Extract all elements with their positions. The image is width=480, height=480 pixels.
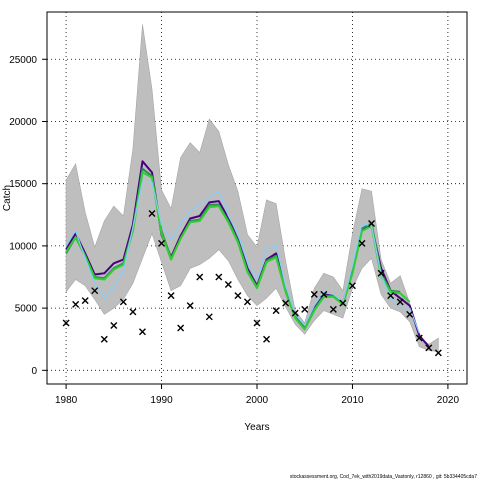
observed-catch-point — [177, 324, 185, 332]
observed-catch-point — [158, 239, 166, 247]
observed-catch-point — [243, 298, 251, 306]
observed-catch-point — [368, 220, 376, 227]
x-tick-label: 1980 — [55, 395, 78, 406]
observed-catch-point — [253, 319, 261, 327]
observed-catch-point — [100, 335, 108, 343]
observed-catch-point — [72, 300, 80, 308]
y-axis-title: Catch — [2, 185, 13, 211]
observed-catch-point — [329, 305, 337, 313]
x-tick-label: 1990 — [150, 395, 173, 406]
observed-catch-point — [272, 307, 280, 315]
y-tick-label: 0 — [31, 366, 37, 377]
observed-catch-point — [282, 299, 290, 307]
observed-catch-point — [62, 319, 70, 327]
y-axis: 0 5000 10000 15000 20000 25000 — [9, 55, 47, 377]
observed-catch-point — [91, 287, 99, 295]
observed-catch-point — [434, 349, 442, 357]
observed-catch-point — [186, 302, 194, 310]
x-tick-label: 2020 — [437, 395, 460, 406]
observed-catch-point — [396, 298, 404, 306]
observed-catch-point — [167, 292, 175, 300]
observed-catch-point — [148, 210, 156, 218]
footnote: stockassessment.org, Cod_7ek_with2019dat… — [290, 474, 477, 480]
observed-catch-point — [425, 344, 433, 352]
observed-catch-point — [196, 273, 204, 281]
observed-catch-point — [387, 292, 395, 300]
observed-catch-point — [406, 310, 414, 318]
observed-catch-point — [377, 269, 385, 277]
observed-catch-point — [301, 305, 309, 313]
observed-catch-point — [415, 334, 423, 342]
observed-catch-point — [291, 309, 299, 317]
observed-catch-point — [358, 239, 366, 247]
series-line-4 — [65, 180, 420, 334]
observed-catch-point — [224, 280, 232, 288]
observed-catch-point — [263, 335, 271, 343]
x-axis-title: Years — [244, 422, 269, 433]
y-tick-label: 15000 — [9, 179, 37, 190]
observed-catch-point — [339, 299, 347, 307]
observed-catch-point — [81, 297, 89, 305]
x-tick-label: 2010 — [341, 395, 364, 406]
observed-catch-point — [119, 298, 127, 306]
y-tick-label: 20000 — [9, 117, 37, 128]
observed-catch-point — [234, 292, 242, 300]
x-axis: 1980 1990 2000 2010 2020 — [55, 384, 460, 406]
series-lines — [65, 160, 430, 348]
y-tick-label: 5000 — [15, 304, 38, 315]
observed-catch-point — [110, 322, 118, 330]
series-line-3 — [65, 171, 411, 331]
observed-catch-markers — [62, 210, 442, 357]
observed-catch-point — [215, 273, 223, 281]
observed-catch-point — [348, 282, 356, 290]
observed-catch-point — [129, 308, 137, 316]
y-tick-label: 10000 — [9, 241, 37, 252]
observed-catch-point — [205, 313, 213, 321]
observed-catch-point — [138, 328, 146, 336]
x-tick-label: 2000 — [246, 395, 269, 406]
y-tick-label: 25000 — [9, 55, 37, 66]
observed-catch-point — [320, 290, 328, 298]
observed-catch-point — [310, 290, 318, 298]
